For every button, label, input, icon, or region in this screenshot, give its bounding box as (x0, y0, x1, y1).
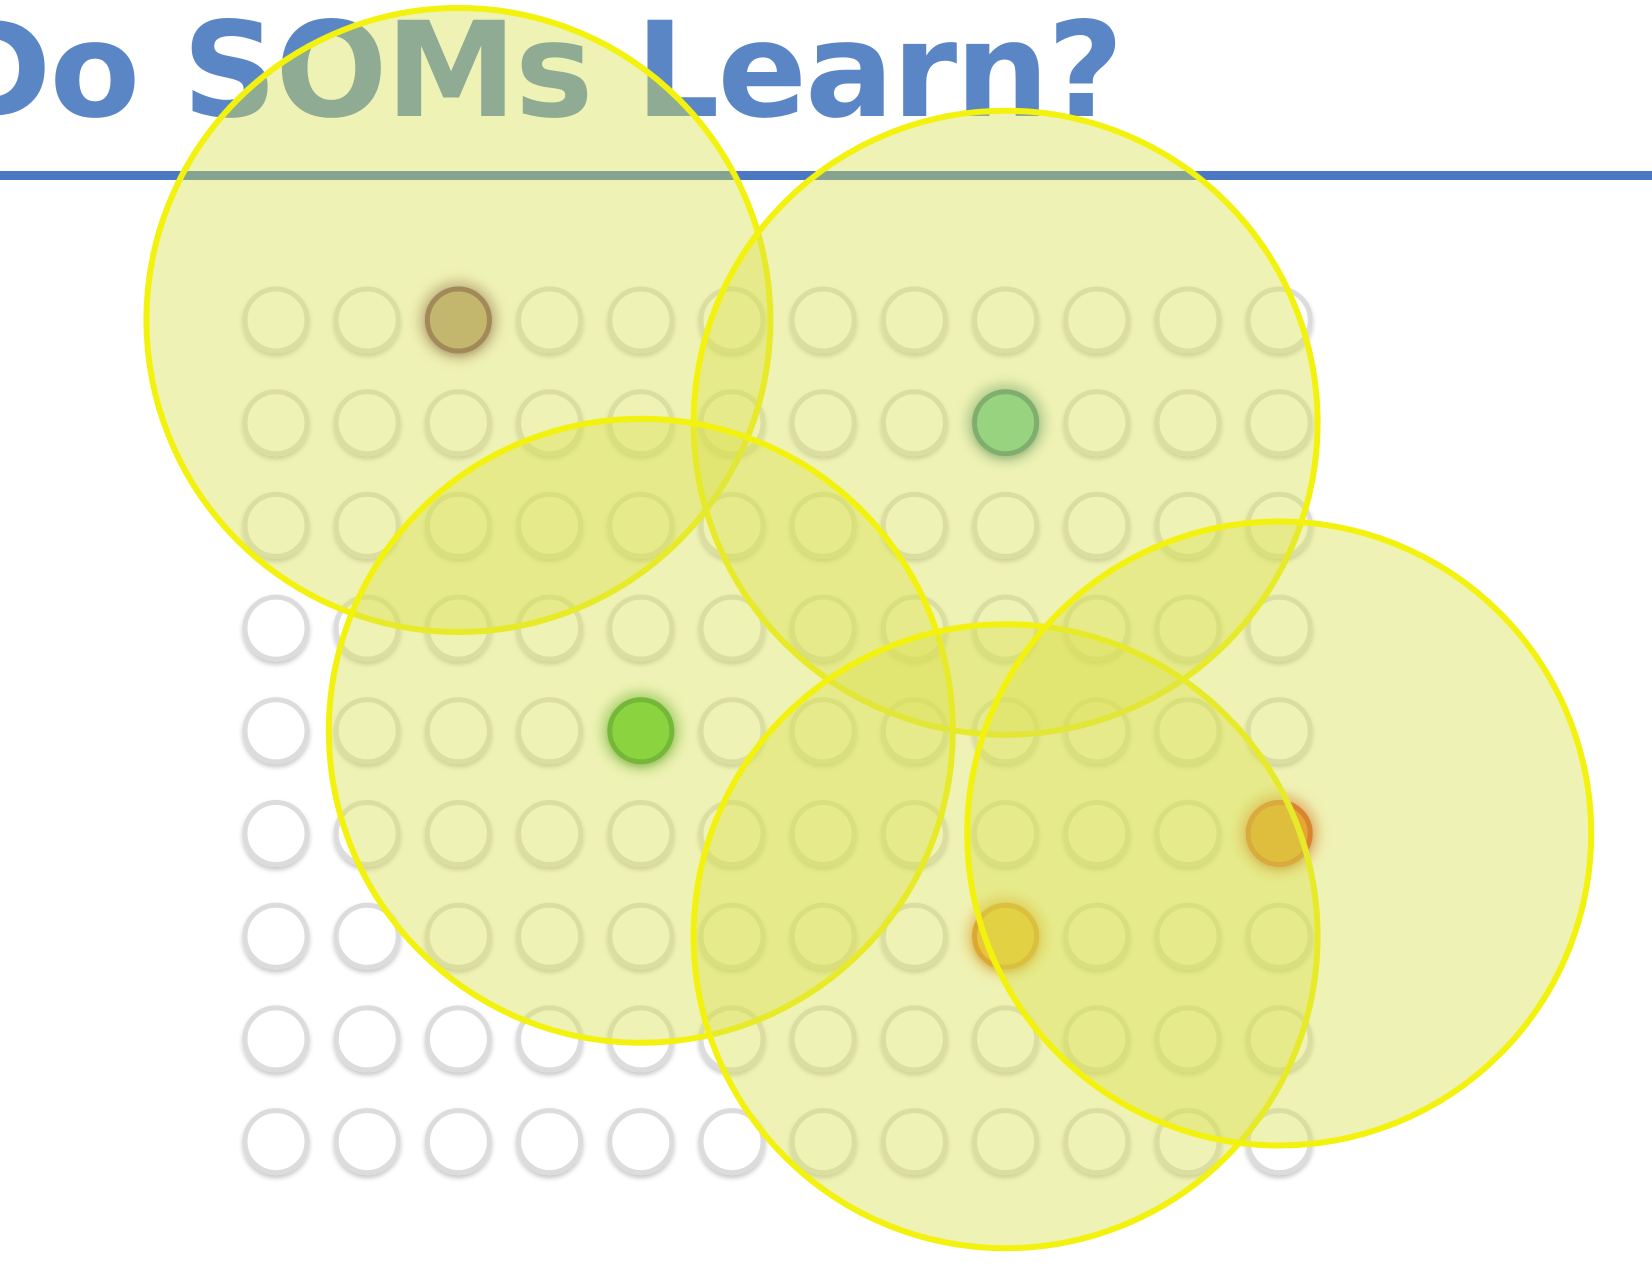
som-node (972, 491, 1040, 559)
som-node (1063, 800, 1131, 867)
som-node (242, 491, 310, 559)
som-node (333, 697, 401, 765)
som-node (1245, 389, 1313, 457)
som-node (698, 594, 766, 662)
winning-node-green (601, 691, 680, 770)
som-node (789, 1108, 857, 1176)
som-node (1063, 286, 1131, 354)
som-node (698, 697, 766, 765)
som-node (516, 1108, 584, 1176)
som-node (607, 800, 675, 867)
som-node (333, 389, 401, 457)
winning-node-teal-core (972, 389, 1040, 457)
som-node (972, 800, 1040, 867)
som-node (698, 902, 766, 970)
som-node (880, 491, 948, 559)
som-node (242, 286, 310, 354)
som-node (1245, 902, 1313, 970)
som-node (333, 491, 401, 559)
som-node (607, 594, 675, 662)
som-node (1063, 491, 1131, 559)
som-node (607, 902, 675, 970)
som-node (880, 1108, 948, 1176)
winning-node-green-core (607, 697, 675, 765)
neighborhood-amber (690, 621, 1321, 1252)
som-node (789, 902, 857, 970)
som-node (789, 491, 857, 559)
neighborhood-green (325, 415, 956, 1046)
title-divider (0, 171, 1652, 180)
winning-node-brown (419, 281, 498, 359)
som-node (242, 389, 310, 457)
som-node (1245, 697, 1313, 765)
som-node (1154, 594, 1222, 662)
som-node (789, 800, 857, 867)
som-node (698, 1108, 766, 1176)
som-node (333, 1005, 401, 1073)
node-grid (242, 286, 1313, 1176)
som-node (516, 491, 584, 559)
som-node (242, 594, 310, 662)
winning-node-brown-core (424, 286, 492, 354)
som-node (880, 286, 948, 354)
som-node (424, 697, 492, 765)
som-node (242, 800, 310, 867)
som-node (424, 389, 492, 457)
som-node (1154, 697, 1222, 765)
som-node (972, 1005, 1040, 1073)
som-node (880, 389, 948, 457)
som-node (516, 286, 584, 354)
som-node (607, 491, 675, 559)
som-node (516, 697, 584, 765)
som-node (242, 1108, 310, 1176)
som-node (333, 1108, 401, 1176)
som-node (789, 697, 857, 765)
som-node (972, 1108, 1040, 1176)
som-node (880, 902, 948, 970)
som-node (789, 389, 857, 457)
som-node (1154, 902, 1222, 970)
som-node (607, 286, 675, 354)
som-node (333, 286, 401, 354)
som-node (424, 1108, 492, 1176)
som-node (1154, 800, 1222, 867)
neighborhood-orange (964, 518, 1595, 1149)
som-node (607, 1108, 675, 1176)
som-node (1154, 389, 1222, 457)
winning-nodes (419, 281, 1319, 976)
som-node (789, 286, 857, 354)
som-node (1154, 286, 1222, 354)
neighborhood-circles (143, 5, 1595, 1252)
som-node (1063, 1108, 1131, 1176)
som-node (789, 1005, 857, 1073)
som-node (1063, 1005, 1131, 1073)
som-node (424, 491, 492, 559)
som-node (1245, 594, 1313, 662)
som-node (516, 800, 584, 867)
som-node (242, 1005, 310, 1073)
som-node (1063, 389, 1131, 457)
neighborhood-brown (143, 5, 774, 635)
som-node (1154, 1005, 1222, 1073)
som-node (424, 902, 492, 970)
som-node (789, 594, 857, 662)
som-node (1063, 902, 1131, 970)
som-node (242, 902, 310, 970)
som-node (333, 902, 401, 970)
som-node (424, 1005, 492, 1073)
som-node (242, 697, 310, 765)
winning-node-teal (966, 383, 1045, 462)
som-node (516, 902, 584, 970)
som-node (880, 1005, 948, 1073)
som-node (972, 286, 1040, 354)
som-node (424, 800, 492, 867)
